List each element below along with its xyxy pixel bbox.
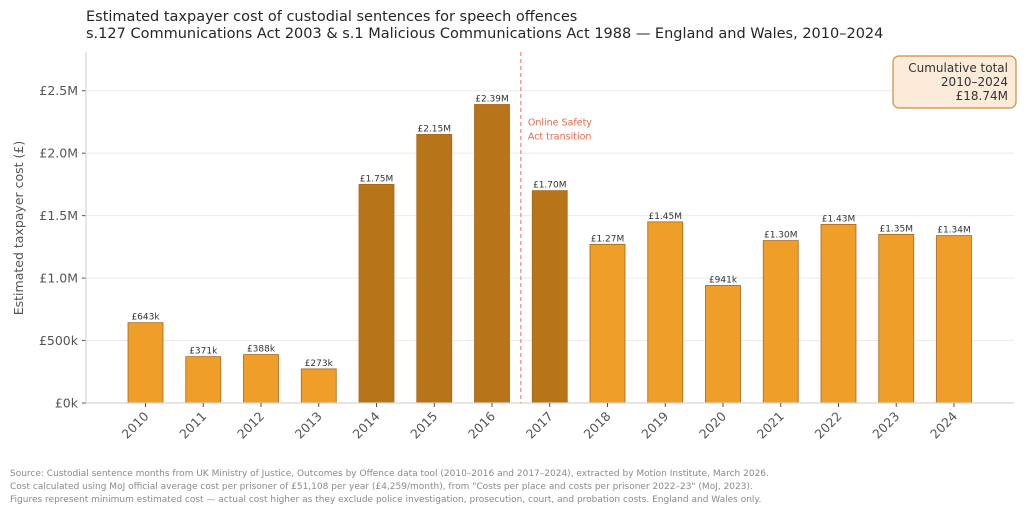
chart-title: Estimated taxpayer cost of custodial sen… [86,9,577,25]
bar-2019 [647,221,684,404]
bar-data-label: £1.45M [648,212,682,222]
y-axis: £0k £500k £1.0M £1.5M £2.0M £2.5M [39,52,87,411]
y-tick-label: £2.0M [39,146,78,161]
cumulative-total-label: Cumulative total [908,61,1008,75]
source-note-3: Figures represent minimum estimated cost… [10,495,761,505]
bar-data-label: £1.34M [937,226,971,236]
x-tick-label: 2020 [696,408,729,441]
bar-2016 [474,104,510,404]
x-tick-label: 2024 [927,408,960,441]
bar-data-label: £1.75M [360,174,394,184]
bar-data-label: £371k [189,347,218,357]
bar-data-label: £643k [131,313,160,323]
bar-2020 [705,285,741,404]
y-tick-label: £1.5M [39,208,78,223]
bar-2014 [358,184,395,404]
bar-2024 [936,235,972,404]
bar-2021 [762,240,799,404]
x-tick-label: 2022 [812,409,845,442]
bar-2010 [127,322,164,404]
y-tick-label: £2.5M [39,83,78,98]
bar-2011 [185,356,222,404]
bar-2012 [243,354,279,404]
cumulative-total-box: Cumulative total 2010–2024 £18.74M [892,55,1017,109]
x-tick-label: 2010 [119,408,152,441]
cumulative-total-value: £18.74M [956,89,1008,103]
bar-2017 [531,190,568,404]
chart-subtitle: s.127 Communications Act 2003 & s.1 Mali… [86,26,883,42]
x-tick-label: 2021 [754,409,787,442]
annotation-text-line-2: Act transition [528,131,592,142]
bar-data-label: £2.15M [417,124,451,134]
source-note-2: Cost calculated using MoJ official avera… [10,482,753,492]
bar-2015 [416,134,453,404]
x-tick-label: 2023 [869,409,902,442]
x-tick-label: 2017 [523,409,556,442]
bar-data-label: £941k [709,275,738,285]
x-tick-label: 2014 [350,408,383,441]
source-note-1: Source: Custodial sentence months from U… [10,469,769,479]
y-axis-label: Estimated taxpayer cost (£) [11,141,26,316]
y-tick-label: £0k [55,396,79,411]
bar-data-label: £1.43M [822,214,856,224]
annotation-text-line-1: Online Safety [528,118,592,129]
x-axis: 2010 2011 2012 2013 2014 2015 2016 2017 2018 2019… [86,402,1014,442]
bar-data-label: £2.39M [475,94,509,104]
bar-2022 [820,223,857,404]
bar-data-label: £273k [305,359,334,369]
bar-2023 [878,233,915,404]
bar-data-label: £1.70M [533,181,567,191]
cumulative-total-box-frame [892,55,1017,109]
bar-2018 [589,243,626,404]
bar-data-label: £1.30M [764,231,798,241]
y-tick-label: £1.0M [39,271,78,286]
bar-data-label: £1.27M [591,234,625,244]
x-tick-label: 2012 [234,409,267,442]
x-tick-label: 2016 [465,408,498,441]
cumulative-total-period: 2010–2024 [941,75,1008,89]
bars [127,104,972,404]
annotation-online-safety-act: Online Safety Act transition [520,52,592,403]
bar-labels: £643k £371k £388k £273k £1.75M £2.15M £2.39M £1… [131,94,970,368]
bar-2013 [300,368,337,404]
x-tick-label: 2019 [638,408,671,441]
x-tick-label: 2013 [292,409,325,442]
bar-data-label: £388k [247,345,276,355]
x-tick-label: 2015 [407,409,440,442]
bar-data-label: £1.35M [879,224,913,234]
x-tick-label: 2011 [176,409,209,442]
y-tick-label: £500k [39,333,79,348]
x-tick-label: 2018 [581,408,614,441]
